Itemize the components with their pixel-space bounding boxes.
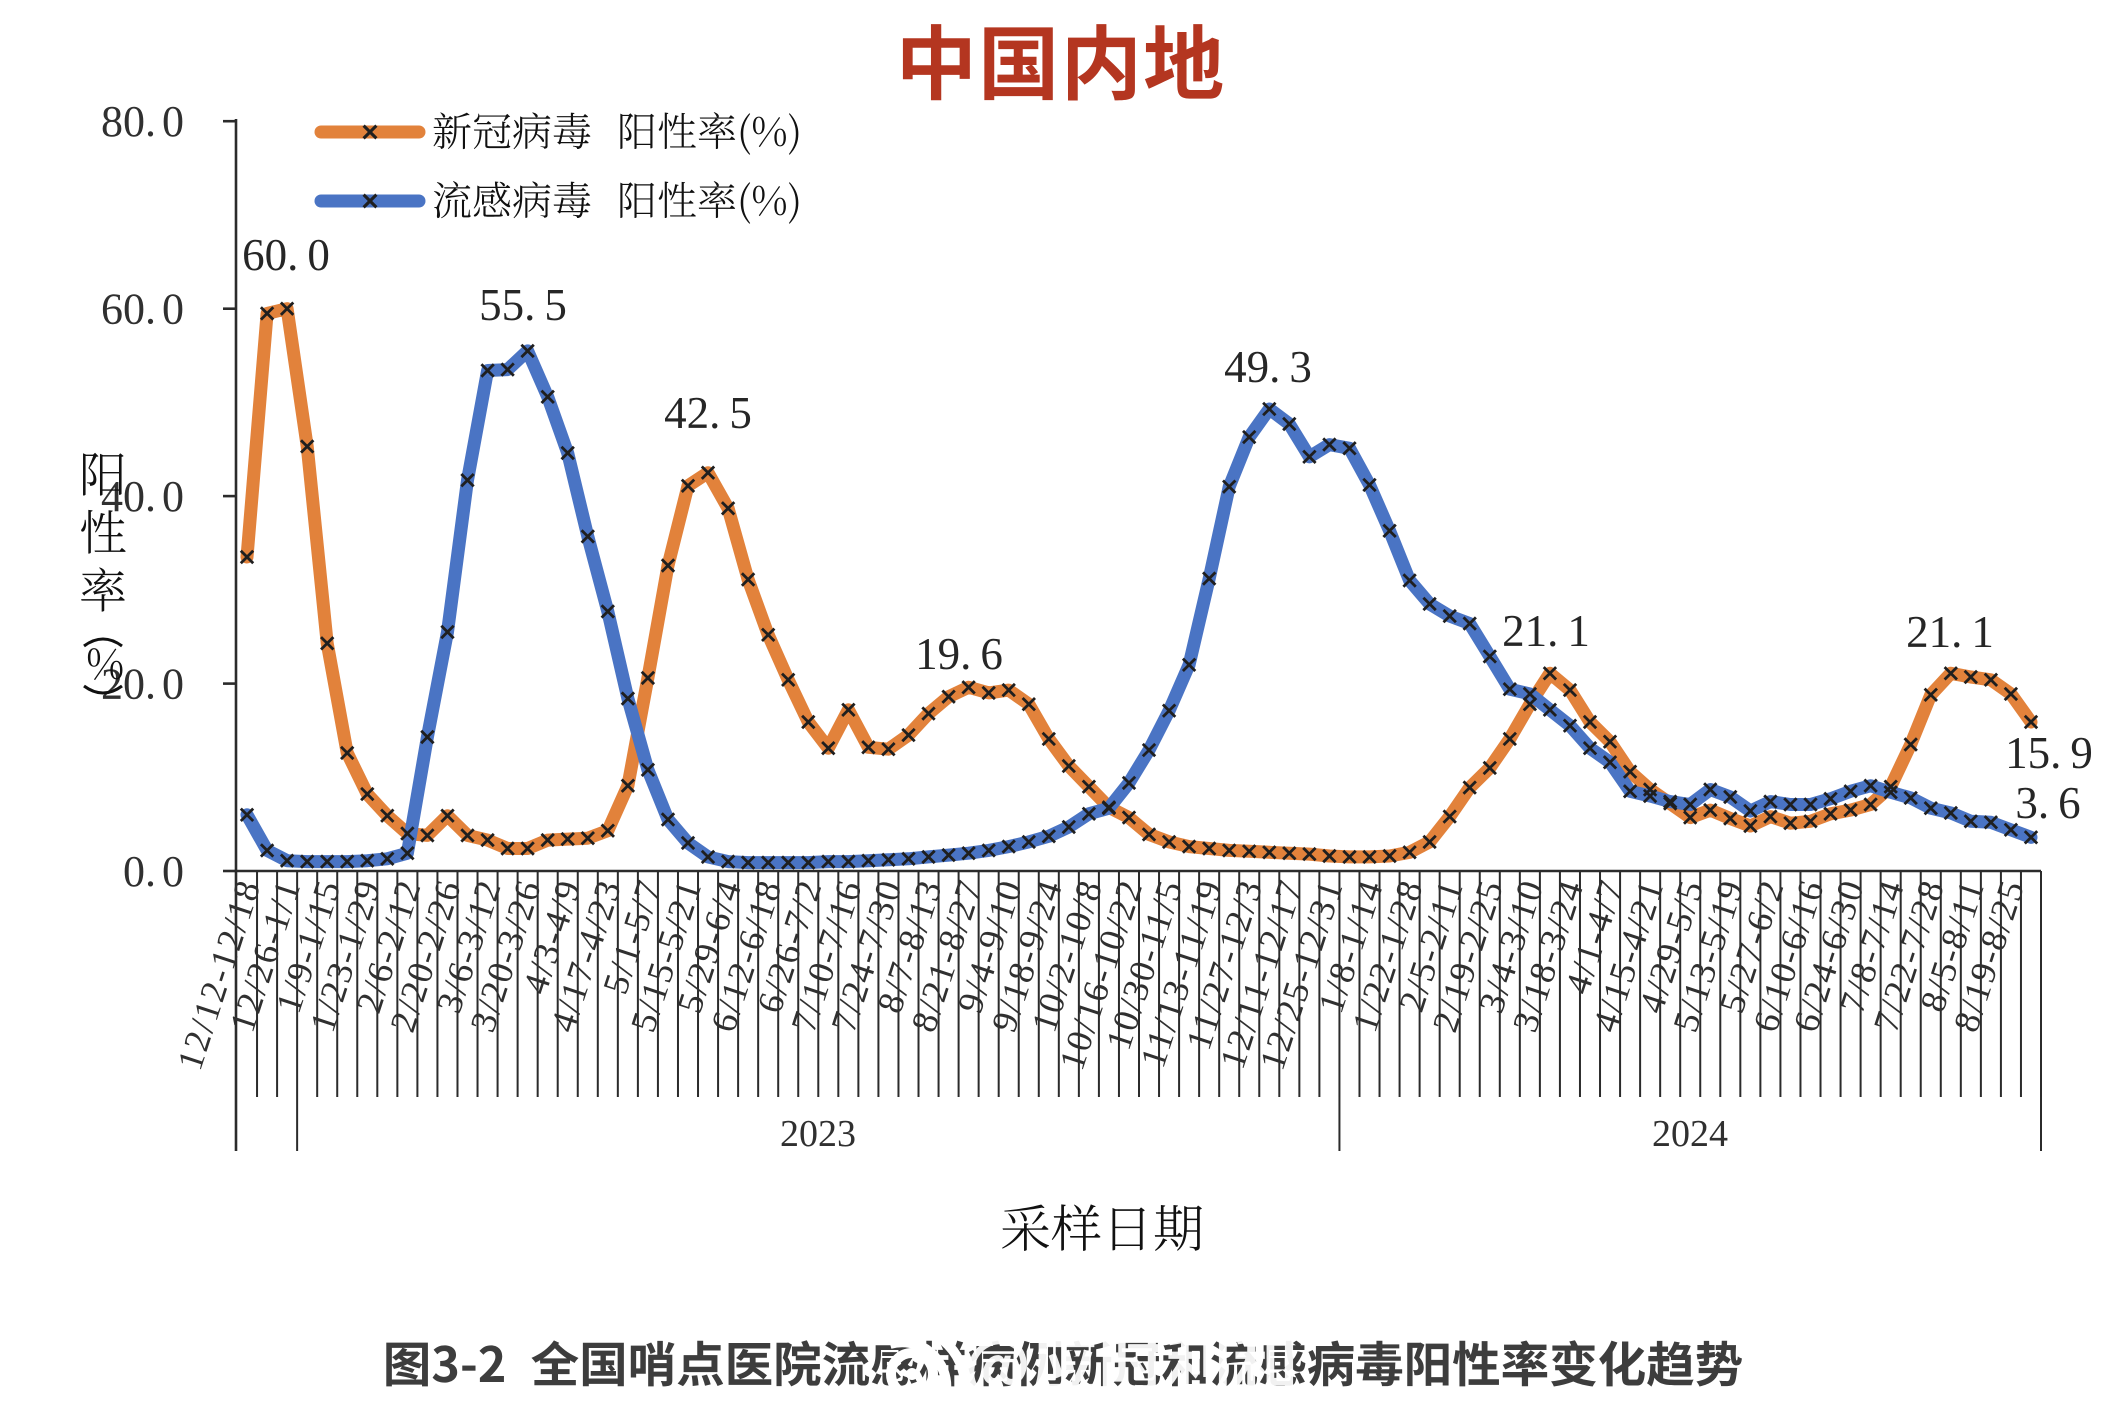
svg-text:15.9: 15. 9: [2005, 728, 2093, 778]
svg-text:2024: 2024: [1652, 1113, 1728, 1155]
svg-text:21.1: 21. 1: [1906, 607, 1994, 657]
svg-text:55.5: 55. 5: [479, 280, 567, 330]
svg-text:2023: 2023: [780, 1113, 856, 1155]
svg-text:19.6: 19. 6: [915, 629, 1003, 679]
svg-text:3.6: 3. 6: [2015, 778, 2080, 828]
svg-text:21.1: 21. 1: [1502, 606, 1590, 656]
svg-text:60.0: 60. 0: [242, 230, 330, 280]
svg-text:40.0: 40. 0: [101, 472, 184, 521]
svg-text:42.5: 42. 5: [664, 388, 752, 438]
svg-text:80.0: 80. 0: [101, 97, 184, 146]
svg-text:20.0: 20. 0: [101, 660, 184, 709]
svg-text:0.0: 0. 0: [123, 847, 184, 896]
svg-text:60.0: 60. 0: [101, 285, 184, 334]
svg-text:49.3: 49. 3: [1224, 342, 1312, 392]
